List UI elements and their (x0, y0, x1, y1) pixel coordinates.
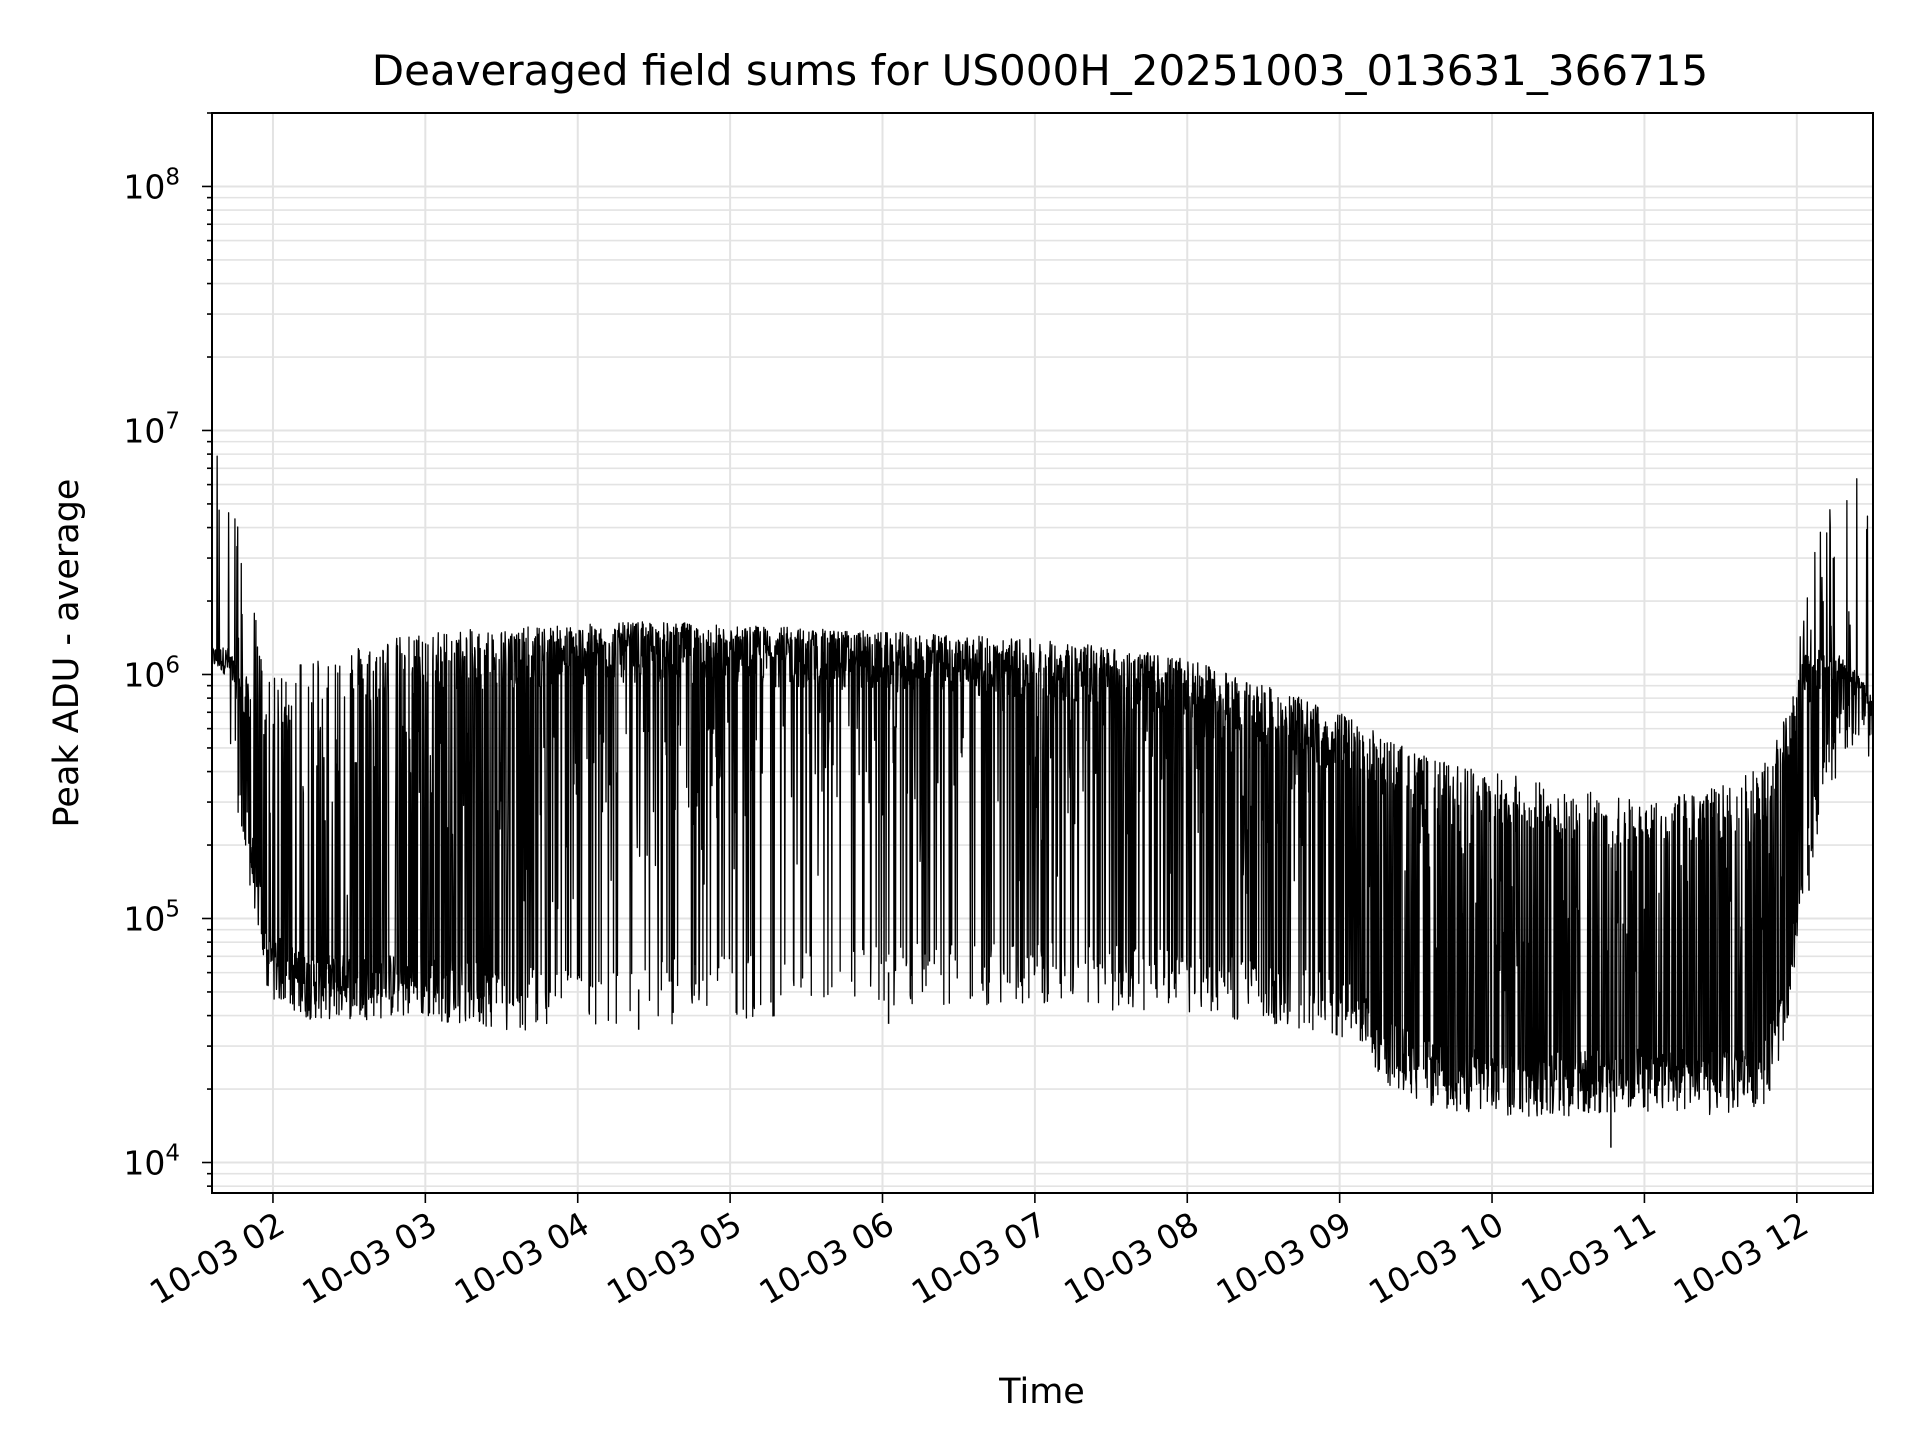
y-tick-base: 10 (123, 411, 165, 450)
y-tick-base: 10 (123, 655, 165, 694)
y-tick-exponent: 8 (165, 164, 180, 190)
x-axis-label: Time (998, 1372, 1085, 1412)
y-axis-label: Peak ADU - average (47, 479, 87, 828)
y-tick-base: 10 (123, 1144, 165, 1183)
y-tick-label: 108 (123, 164, 180, 206)
y-tick-exponent: 5 (165, 896, 180, 922)
plot-frame (211, 112, 1874, 1194)
y-tick-exponent: 7 (165, 408, 180, 434)
chart-title: Deaveraged field sums for US000H_2025100… (372, 46, 1708, 95)
data-series (211, 455, 1874, 1148)
y-tick-label: 106 (123, 652, 180, 694)
y-tick-label: 104 (123, 1141, 180, 1183)
y-tick-exponent: 6 (165, 652, 180, 678)
y-tick-label: 107 (123, 408, 180, 450)
y-tick-exponent: 4 (165, 1141, 180, 1167)
y-tick-base: 10 (123, 167, 165, 206)
series-line (211, 455, 1874, 1117)
y-tick-label: 105 (123, 896, 180, 938)
y-tick-base: 10 (123, 899, 165, 938)
